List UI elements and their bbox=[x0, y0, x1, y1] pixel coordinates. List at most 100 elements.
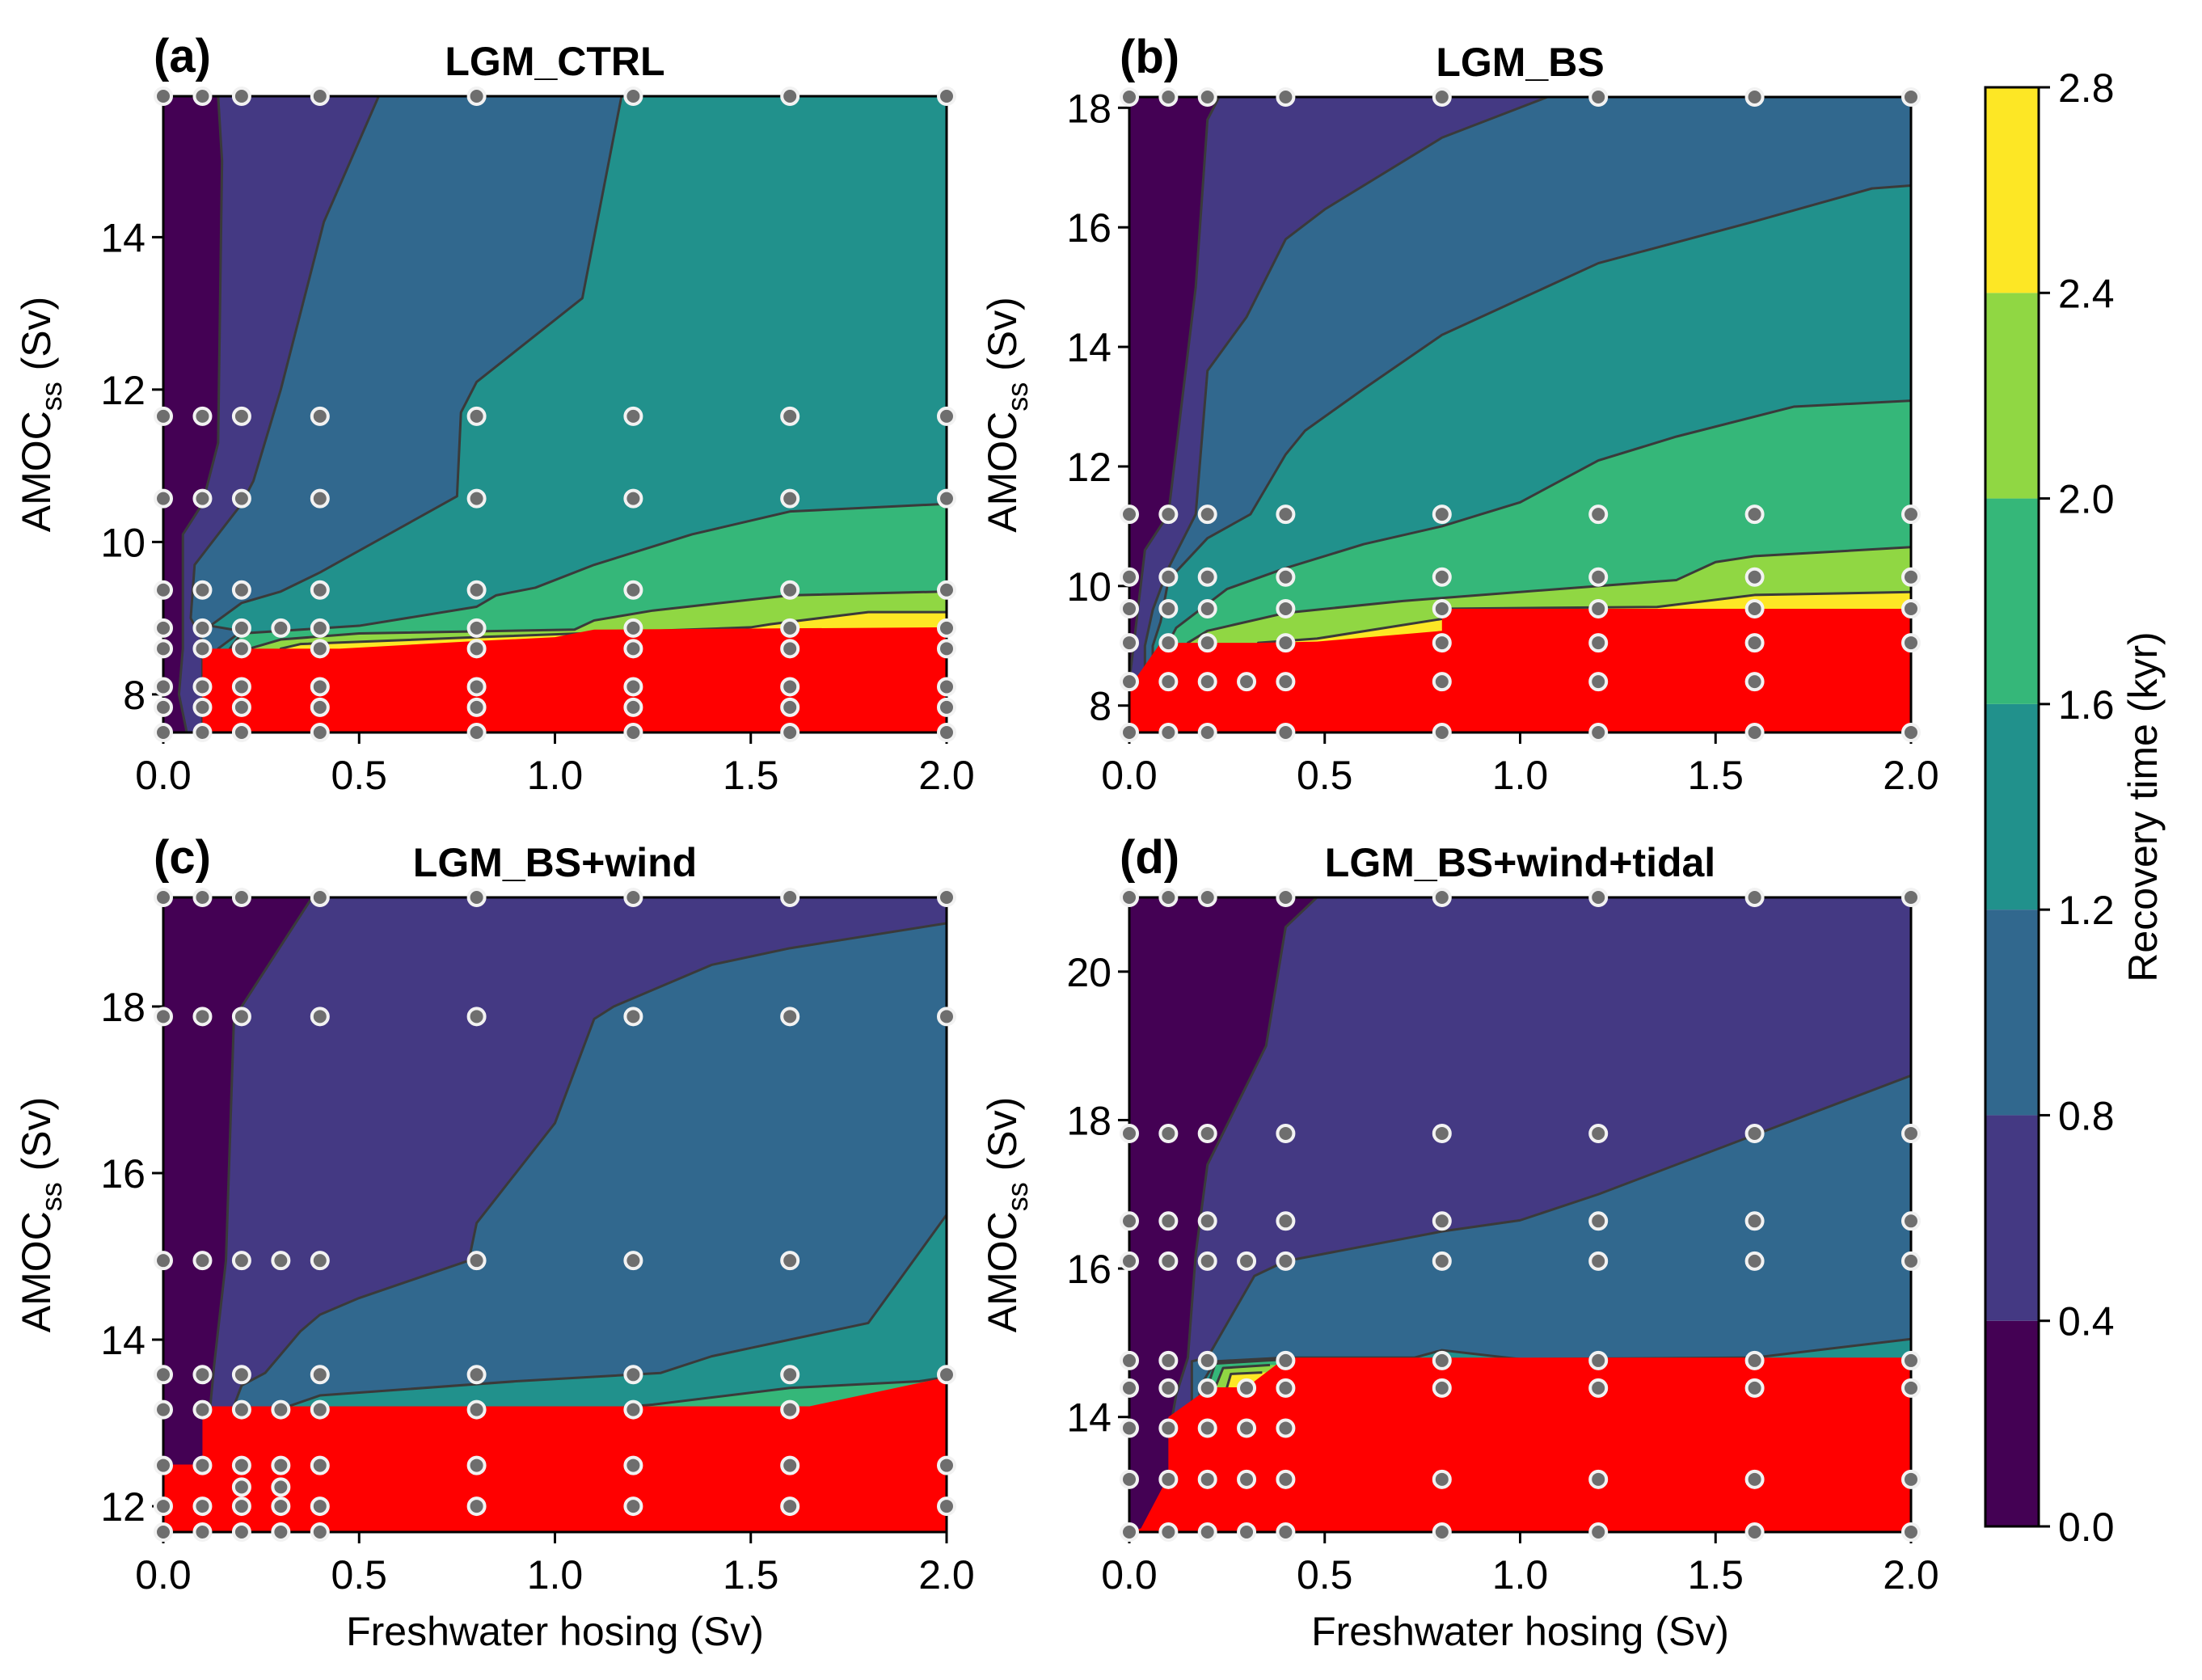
sample-point bbox=[1901, 1378, 1921, 1398]
sample-point bbox=[466, 1399, 487, 1420]
sample-point bbox=[1901, 1251, 1921, 1271]
sample-point bbox=[1158, 633, 1179, 653]
sample-point bbox=[1744, 672, 1765, 692]
sample-point bbox=[1901, 504, 1921, 525]
y-tick-label: 12 bbox=[100, 1484, 146, 1530]
sample-point bbox=[1588, 1350, 1609, 1370]
x-tick-label: 1.0 bbox=[1492, 753, 1549, 798]
sample-point bbox=[271, 618, 291, 638]
sample-point bbox=[1197, 504, 1217, 525]
sample-point bbox=[1276, 1418, 1296, 1438]
sample-point bbox=[1744, 87, 1765, 107]
sample-point bbox=[1744, 888, 1765, 907]
sample-point bbox=[1432, 1469, 1452, 1489]
sample-point bbox=[154, 888, 173, 907]
sample-point bbox=[1901, 1469, 1921, 1489]
sample-point bbox=[937, 888, 956, 907]
contour-line-0.4 bbox=[1129, 97, 1221, 732]
sample-point bbox=[310, 1496, 330, 1517]
sample-point bbox=[1276, 1522, 1296, 1542]
sample-point bbox=[271, 1477, 291, 1497]
sample-point bbox=[1744, 1378, 1765, 1398]
sample-point bbox=[937, 677, 956, 697]
x-tick-label: 0.0 bbox=[1101, 753, 1158, 798]
sample-point bbox=[1120, 633, 1139, 653]
contour-line-0.4 bbox=[177, 96, 224, 732]
sample-point bbox=[780, 639, 800, 659]
sample-point bbox=[154, 677, 173, 697]
contour-line-1.6 bbox=[1166, 399, 1911, 732]
sample-point bbox=[1237, 1469, 1257, 1489]
sample-point bbox=[1588, 598, 1609, 618]
x-tick-label: 1.0 bbox=[527, 1552, 584, 1598]
sample-point bbox=[231, 87, 251, 106]
sample-point bbox=[1197, 567, 1217, 587]
y-tick-label: 18 bbox=[1066, 86, 1112, 131]
x-axis-label: Freshwater hosing (Sv) bbox=[346, 1609, 764, 1654]
y-tick-label: 10 bbox=[1066, 564, 1112, 610]
sample-point bbox=[1276, 1211, 1296, 1231]
sample-points bbox=[154, 87, 956, 742]
sample-point bbox=[1901, 1211, 1921, 1231]
sample-point bbox=[271, 1399, 291, 1420]
sample-point bbox=[1901, 633, 1921, 653]
sample-point bbox=[1744, 504, 1765, 525]
sample-point bbox=[937, 406, 956, 426]
sample-point bbox=[1432, 567, 1452, 587]
sample-point bbox=[780, 723, 800, 742]
sample-point bbox=[937, 580, 956, 600]
colorbar-segment bbox=[1985, 910, 2039, 1116]
sample-point bbox=[154, 1365, 173, 1385]
y-axis-label-main: AMOC bbox=[980, 412, 1025, 533]
sample-point bbox=[192, 1522, 213, 1542]
sample-point bbox=[154, 1399, 173, 1420]
sample-point bbox=[1588, 1211, 1609, 1231]
sample-points bbox=[1120, 888, 1921, 1542]
sample-point bbox=[1120, 87, 1139, 107]
sample-point bbox=[1158, 504, 1179, 525]
sample-point bbox=[231, 677, 251, 697]
y-axis-label-unit: (Sv) bbox=[980, 1097, 1025, 1183]
y-axis-label-unit: (Sv) bbox=[14, 297, 59, 382]
sample-point bbox=[310, 1251, 330, 1271]
sample-point bbox=[1276, 1350, 1296, 1370]
sample-point bbox=[231, 1496, 251, 1517]
sample-point bbox=[1197, 633, 1217, 653]
sample-point bbox=[623, 618, 643, 638]
sample-point bbox=[1197, 1123, 1217, 1143]
sample-point bbox=[310, 1455, 330, 1475]
sample-point bbox=[1744, 1211, 1765, 1231]
sample-point bbox=[231, 1477, 251, 1497]
sample-points bbox=[1120, 87, 1921, 742]
sample-point bbox=[192, 1455, 213, 1475]
sample-point bbox=[231, 1399, 251, 1420]
sample-point bbox=[231, 618, 251, 638]
plot-area bbox=[1129, 897, 1911, 1532]
sample-point bbox=[231, 639, 251, 659]
sample-point bbox=[1120, 1522, 1139, 1542]
sample-point bbox=[1158, 1123, 1179, 1143]
sample-point bbox=[780, 618, 800, 638]
sample-point bbox=[271, 1455, 291, 1475]
sample-point bbox=[192, 1496, 213, 1517]
sample-point bbox=[1158, 888, 1179, 907]
sample-point bbox=[1901, 1522, 1921, 1542]
sample-point bbox=[623, 580, 643, 600]
sample-point bbox=[937, 639, 956, 659]
sample-point bbox=[1276, 888, 1296, 907]
sample-point bbox=[310, 1399, 330, 1420]
plot-area bbox=[163, 96, 947, 732]
sample-point bbox=[231, 488, 251, 509]
sample-point bbox=[1432, 504, 1452, 525]
sample-point bbox=[192, 1365, 213, 1385]
sample-point bbox=[623, 406, 643, 426]
sample-point bbox=[1588, 633, 1609, 653]
sample-point bbox=[623, 723, 643, 742]
sample-point bbox=[154, 1007, 173, 1027]
sample-point bbox=[154, 697, 173, 717]
y-axis-label-subscript: ss bbox=[1001, 1182, 1034, 1211]
sample-point bbox=[1432, 633, 1452, 653]
sample-point bbox=[1120, 672, 1139, 692]
contour-line-2 bbox=[248, 590, 947, 732]
sample-point bbox=[1744, 567, 1765, 587]
